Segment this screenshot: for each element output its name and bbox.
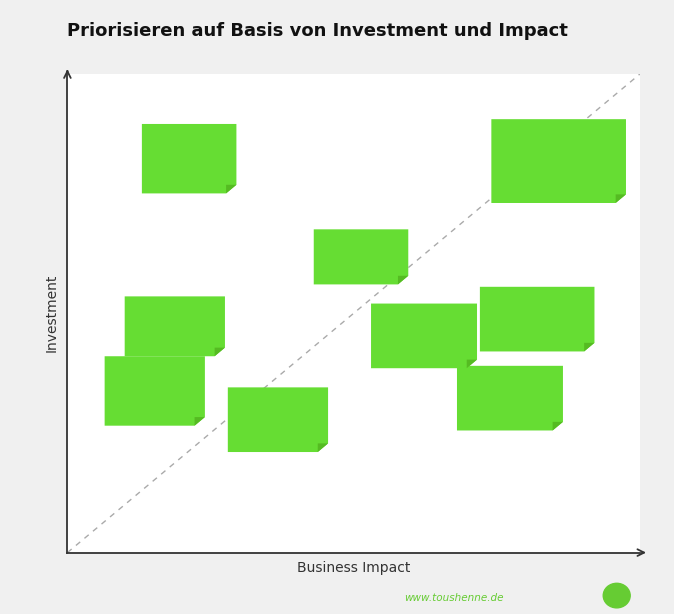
PathPatch shape bbox=[466, 360, 477, 368]
PathPatch shape bbox=[313, 229, 408, 284]
PathPatch shape bbox=[553, 422, 563, 430]
PathPatch shape bbox=[615, 195, 626, 203]
PathPatch shape bbox=[317, 443, 328, 452]
PathPatch shape bbox=[228, 387, 328, 452]
Text: Priorisieren auf Basis von Investment und Impact: Priorisieren auf Basis von Investment un… bbox=[67, 22, 568, 40]
PathPatch shape bbox=[104, 356, 205, 426]
PathPatch shape bbox=[125, 297, 225, 356]
Text: t: t bbox=[614, 591, 619, 600]
Text: www.toushenne.de: www.toushenne.de bbox=[404, 593, 504, 603]
PathPatch shape bbox=[195, 417, 205, 426]
PathPatch shape bbox=[457, 366, 563, 430]
PathPatch shape bbox=[371, 303, 477, 368]
PathPatch shape bbox=[584, 343, 594, 351]
Y-axis label: Investment: Investment bbox=[45, 274, 59, 352]
PathPatch shape bbox=[214, 348, 225, 356]
X-axis label: Business Impact: Business Impact bbox=[297, 561, 410, 575]
PathPatch shape bbox=[491, 119, 626, 203]
PathPatch shape bbox=[142, 124, 237, 193]
PathPatch shape bbox=[226, 185, 237, 193]
PathPatch shape bbox=[398, 276, 408, 284]
PathPatch shape bbox=[480, 287, 594, 351]
